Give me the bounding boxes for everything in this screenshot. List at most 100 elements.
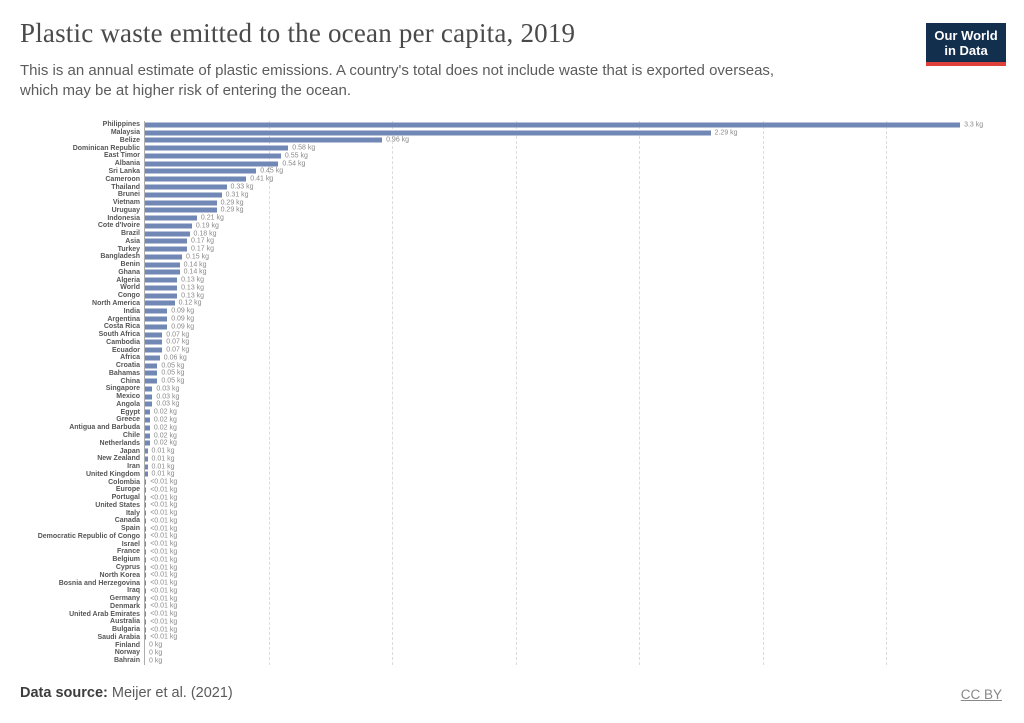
bar[interactable] (145, 425, 150, 431)
bar[interactable] (145, 277, 178, 283)
value-label: <0.01 kg (150, 486, 178, 494)
owid-logo-line-1: Our World (934, 27, 998, 43)
bar[interactable] (145, 355, 160, 361)
chart-row: Benin 0.14 kg (0, 261, 1014, 269)
bar[interactable] (145, 137, 383, 143)
chart-row: Greece 0.02 kg (0, 416, 1014, 424)
bar[interactable] (145, 417, 150, 423)
bar[interactable] (145, 611, 147, 617)
value-label: <0.01 kg (150, 579, 178, 587)
bar[interactable] (145, 324, 168, 330)
bar[interactable] (145, 370, 158, 376)
bar[interactable] (145, 254, 182, 260)
chart-row: Cambodia 0.07 kg (0, 338, 1014, 346)
bar-area: 0.14 kg (145, 261, 1014, 269)
bar[interactable] (145, 145, 289, 151)
bar[interactable] (145, 238, 187, 244)
bar[interactable] (145, 176, 247, 182)
chart-row: Cote d'Ivoire 0.19 kg (0, 222, 1014, 230)
chart-row: Canada <0.01 kg (0, 517, 1014, 525)
bar[interactable] (145, 487, 147, 493)
bar[interactable] (145, 433, 150, 438)
chart-row: Italy <0.01 kg (0, 509, 1014, 517)
bar[interactable] (145, 246, 187, 252)
bar[interactable] (145, 153, 281, 159)
bar[interactable] (145, 339, 163, 345)
bar-area: <0.01 kg (145, 509, 1014, 517)
bar[interactable] (145, 603, 147, 609)
gridlines (144, 121, 1014, 665)
bar[interactable] (145, 215, 197, 221)
bar[interactable] (145, 572, 147, 578)
chart-row: North Korea <0.01 kg (0, 571, 1014, 579)
bar[interactable] (145, 409, 150, 415)
bar[interactable] (145, 634, 147, 640)
bar[interactable] (145, 332, 163, 338)
bar[interactable] (145, 510, 147, 516)
bar[interactable] (145, 262, 180, 268)
bar[interactable] (145, 386, 153, 392)
chart-row: Egypt 0.02 kg (0, 408, 1014, 416)
bar[interactable] (145, 363, 158, 369)
bar[interactable] (145, 619, 147, 625)
bar[interactable] (145, 378, 158, 384)
bar-area: 0.96 kg (145, 137, 1014, 145)
bar[interactable] (145, 565, 147, 571)
bar[interactable] (145, 502, 147, 508)
bar[interactable] (145, 231, 190, 237)
bar[interactable] (145, 471, 148, 477)
country-label: Angola (116, 400, 140, 408)
value-label: <0.01 kg (150, 633, 178, 641)
bar[interactable] (145, 207, 217, 213)
bar[interactable] (145, 557, 147, 563)
bar[interactable] (145, 401, 153, 407)
bar[interactable] (145, 394, 153, 400)
data-source: Data source: Meijer et al. (2021) (20, 685, 233, 701)
chart-row: Japan 0.01 kg (0, 447, 1014, 455)
bar[interactable] (145, 440, 150, 446)
license-link[interactable]: CC BY (960, 687, 1002, 702)
bar[interactable] (145, 192, 222, 198)
bar[interactable] (145, 122, 961, 128)
owid-logo[interactable]: Our World in Data (926, 23, 1006, 66)
bar[interactable] (145, 549, 147, 555)
bar-area: 0.58 kg (145, 144, 1014, 152)
chart-row: Israel <0.01 kg (0, 540, 1014, 548)
bar[interactable] (145, 269, 180, 275)
country-label: Indonesia (107, 214, 140, 222)
bar[interactable] (145, 316, 168, 322)
value-label: 0.01 kg (151, 463, 175, 471)
bar[interactable] (145, 533, 147, 539)
bar[interactable] (145, 541, 147, 547)
bar[interactable] (145, 130, 711, 136)
country-label: Portugal (111, 494, 140, 502)
bar[interactable] (145, 293, 178, 299)
country-label: Ecuador (111, 346, 140, 354)
bar[interactable] (145, 596, 147, 602)
bar[interactable] (145, 308, 168, 314)
bar[interactable] (145, 200, 217, 206)
value-label: 0.01 kg (151, 455, 175, 463)
bar[interactable] (145, 495, 147, 501)
bar[interactable] (145, 456, 148, 462)
bar[interactable] (145, 526, 147, 532)
bar-area: 0.03 kg (145, 393, 1014, 401)
data-source-value: Meijer et al. (2021) (107, 685, 233, 701)
bar[interactable] (145, 223, 192, 229)
bar[interactable] (145, 184, 227, 190)
bar[interactable] (145, 285, 178, 291)
bar[interactable] (145, 518, 147, 524)
bar[interactable] (145, 161, 279, 167)
bar[interactable] (145, 347, 163, 353)
bar[interactable] (145, 479, 147, 485)
bar[interactable] (145, 300, 175, 306)
value-label: <0.01 kg (150, 618, 178, 626)
chart-row: Vietnam 0.29 kg (0, 199, 1014, 207)
bar[interactable] (145, 580, 147, 586)
bar[interactable] (145, 448, 148, 454)
chart-row: Singapore 0.03 kg (0, 385, 1014, 393)
bar[interactable] (145, 627, 147, 633)
bar[interactable] (145, 168, 257, 174)
bar[interactable] (145, 464, 148, 470)
bar[interactable] (145, 588, 147, 594)
